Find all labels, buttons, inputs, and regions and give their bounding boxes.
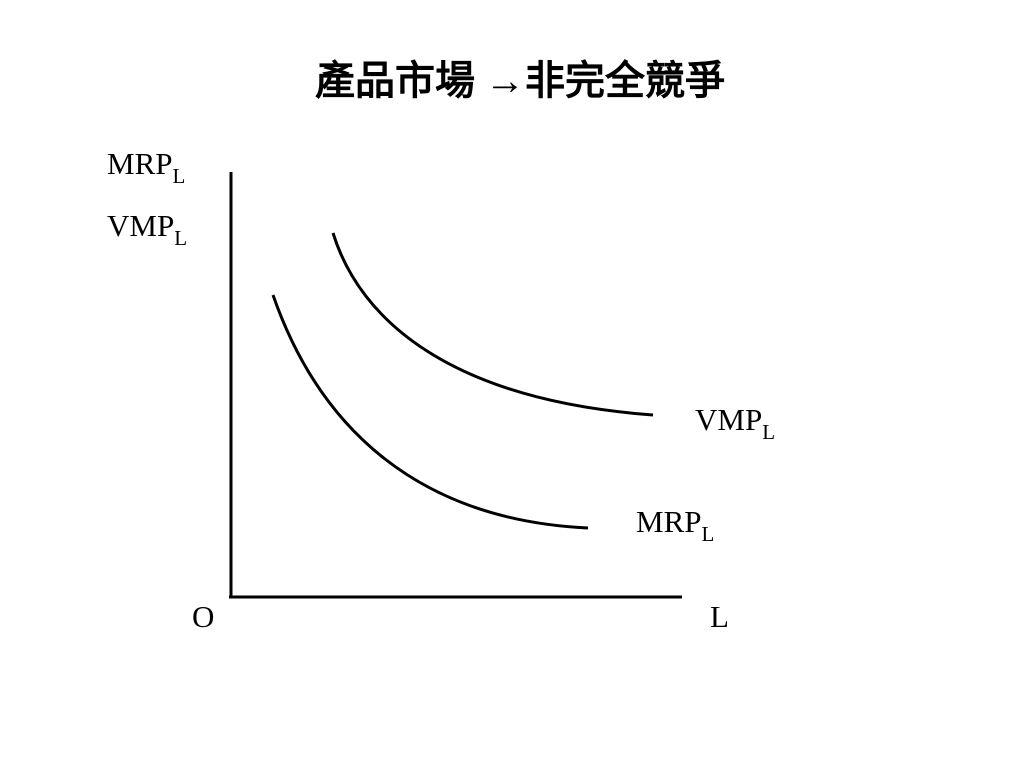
label-main: MRP: [107, 146, 172, 181]
y-axis-label: MRPL: [107, 146, 185, 188]
vmp-curve: [331, 232, 654, 417]
x-axis-label: L: [710, 599, 729, 634]
label-subscript: L: [174, 226, 187, 250]
curve-label: MRPL: [636, 504, 714, 546]
label-main: VMP: [695, 402, 762, 437]
curve-label: VMPL: [695, 402, 775, 444]
y-axis-label: VMPL: [107, 208, 187, 250]
mrp-curve: [271, 294, 589, 530]
label-main: VMP: [107, 208, 174, 243]
label-subscript: L: [172, 164, 185, 188]
label-subscript: L: [701, 522, 714, 546]
title: 產品市場 →非完全競爭: [315, 58, 725, 103]
origin-label: O: [192, 599, 214, 634]
label-main: MRP: [636, 504, 701, 539]
label-subscript: L: [762, 420, 775, 444]
